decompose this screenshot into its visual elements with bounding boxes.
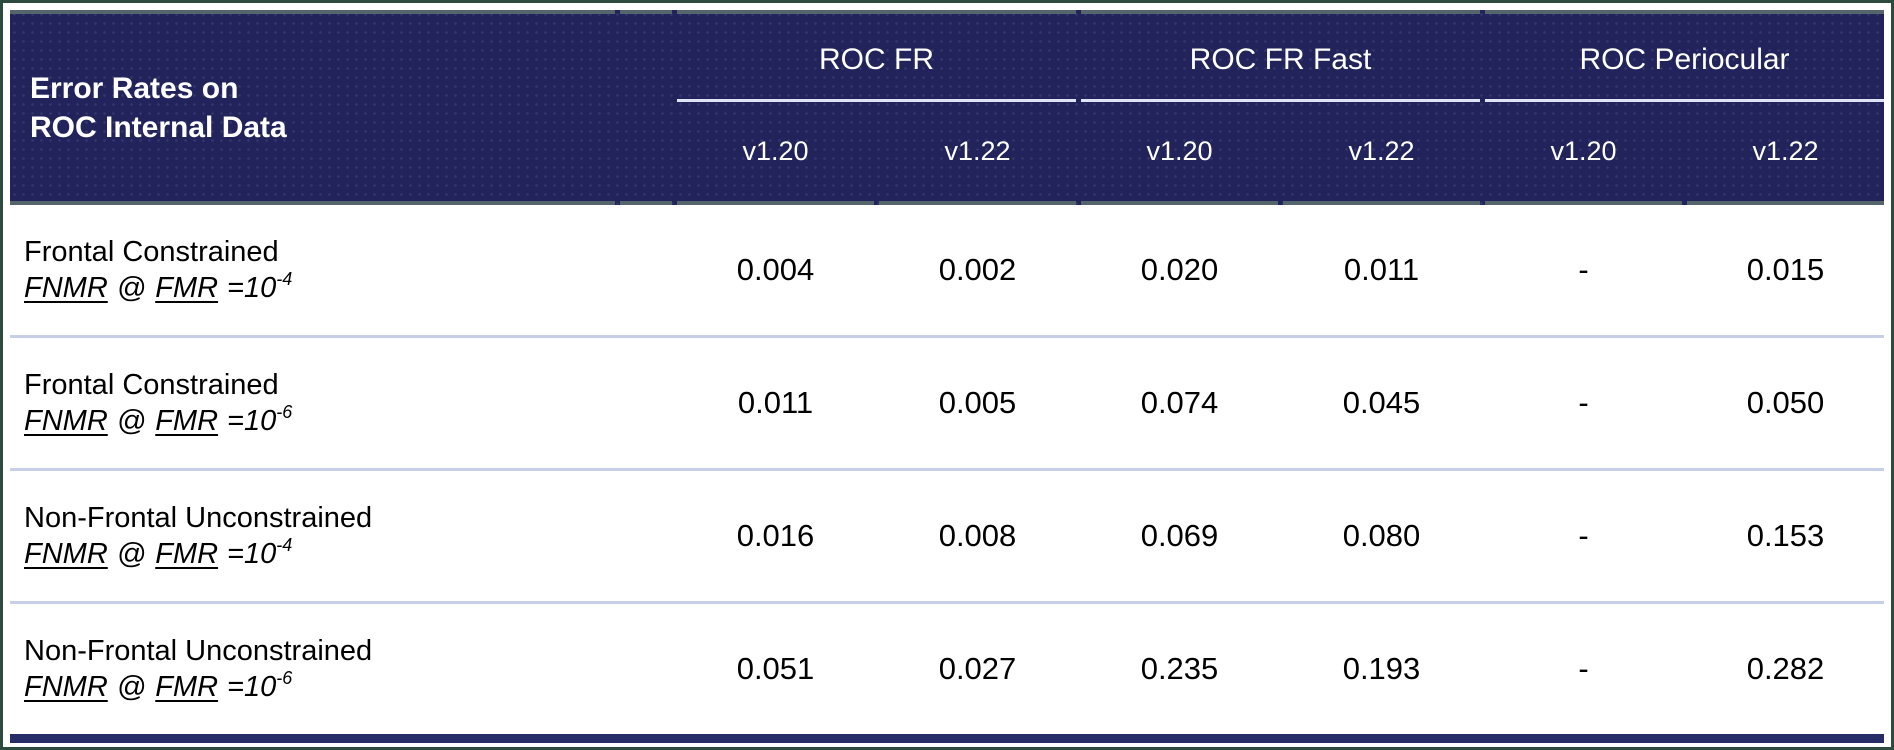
metric-fnmr: FNMR [24, 538, 108, 570]
value-cell: - [1578, 518, 1589, 553]
metric-fnmr: FNMR [24, 272, 108, 304]
value-cell: 0.051 [736, 651, 815, 686]
value-cell: 0.011 [737, 385, 814, 420]
metric-at: @ [116, 538, 147, 570]
corner-title-line1: Error Rates on [30, 71, 239, 105]
row-label: Non-Frontal Unconstrained FNMR @ FMR =10-6 [10, 604, 615, 734]
version-header: v1.20 [677, 102, 874, 205]
version-header: v1.22 [879, 102, 1076, 205]
metric-fmr: FMR [155, 538, 219, 570]
row-label-title: Frontal Constrained [24, 369, 279, 401]
header-spacer-cell [620, 10, 672, 205]
row-label-metric: FNMR @ FMR =10-4 [24, 270, 615, 306]
value-cell: 0.020 [1140, 252, 1219, 287]
value-cell: 0.193 [1342, 651, 1421, 686]
version-header: v1.22 [1687, 102, 1884, 205]
row-label-metric: FNMR @ FMR =10-6 [24, 403, 615, 439]
row-label: Frontal Constrained FNMR @ FMR =10-6 [10, 338, 615, 468]
metric-exponent: -6 [276, 402, 293, 422]
version-header: v1.22 [1283, 102, 1480, 205]
version-header: v1.20 [1081, 102, 1278, 205]
column-group-roc-fr-fast: ROC FR Fast [1081, 10, 1480, 102]
row-spacer-cell [620, 604, 672, 734]
table-row: Frontal Constrained FNMR @ FMR =10-4 0.004 … [10, 205, 1884, 338]
row-label-metric: FNMR @ FMR =10-6 [24, 669, 615, 705]
row-label: Non-Frontal Unconstrained FNMR @ FMR =10-4 [10, 471, 615, 601]
value-cell: 0.050 [1746, 385, 1825, 420]
table-bottom-border [10, 734, 1884, 743]
metric-exponent: -6 [276, 668, 293, 688]
metric-at: @ [116, 405, 147, 437]
value-cell: 0.069 [1140, 518, 1219, 553]
metric-fmr: FMR [155, 272, 219, 304]
value-cell: 0.015 [1746, 252, 1825, 287]
row-spacer-cell [620, 205, 672, 335]
row-label-title: Non-Frontal Unconstrained [24, 502, 373, 534]
value-cell: 0.005 [938, 385, 1017, 420]
row-label-title: Frontal Constrained [24, 236, 279, 268]
value-cell: 0.235 [1140, 651, 1219, 686]
version-header: v1.20 [1485, 102, 1682, 205]
column-group-roc-fr: ROC FR [677, 10, 1076, 102]
row-label-metric: FNMR @ FMR =10-4 [24, 536, 615, 572]
metric-at: @ [116, 272, 147, 304]
row-spacer-cell [620, 471, 672, 601]
value-cell: - [1578, 651, 1589, 686]
value-cell: 0.282 [1746, 651, 1825, 686]
value-cell: 0.011 [1343, 252, 1420, 287]
table-header: Error Rates on ROC Internal Data ROC FR … [10, 10, 1884, 205]
metric-fmr: FMR [155, 405, 219, 437]
error-rates-table: Error Rates on ROC Internal Data ROC FR … [10, 10, 1884, 743]
row-spacer-cell [620, 338, 672, 468]
value-cell: 0.027 [938, 651, 1017, 686]
value-cell: 0.074 [1140, 385, 1219, 420]
corner-title-line2: ROC Internal Data [30, 110, 287, 144]
metric-eq: =10 [227, 405, 277, 437]
value-cell: 0.153 [1746, 518, 1825, 553]
table-row: Non-Frontal Unconstrained FNMR @ FMR =10-6 … [10, 604, 1884, 734]
row-label-title: Non-Frontal Unconstrained [24, 635, 373, 667]
value-cell: 0.008 [938, 518, 1017, 553]
metric-eq: =10 [227, 538, 277, 570]
value-cell: - [1578, 252, 1589, 287]
metric-eq: =10 [227, 671, 277, 703]
value-cell: 0.004 [736, 252, 815, 287]
column-group-roc-periocular: ROC Periocular [1485, 10, 1884, 102]
metric-fnmr: FNMR [24, 671, 108, 703]
row-label: Frontal Constrained FNMR @ FMR =10-4 [10, 205, 615, 335]
table-row: Non-Frontal Unconstrained FNMR @ FMR =10-4 … [10, 471, 1884, 604]
metric-eq: =10 [227, 272, 277, 304]
table-row: Frontal Constrained FNMR @ FMR =10-6 0.011 … [10, 338, 1884, 471]
value-cell: - [1578, 385, 1589, 420]
metric-at: @ [116, 671, 147, 703]
value-cell: 0.045 [1342, 385, 1421, 420]
metric-fmr: FMR [155, 671, 219, 703]
table-corner-title: Error Rates on ROC Internal Data [10, 10, 615, 205]
value-cell: 0.002 [938, 252, 1017, 287]
metric-exponent: -4 [276, 535, 293, 555]
value-cell: 0.080 [1342, 518, 1421, 553]
metric-fnmr: FNMR [24, 405, 108, 437]
value-cell: 0.016 [736, 518, 815, 553]
metric-exponent: -4 [276, 269, 293, 289]
